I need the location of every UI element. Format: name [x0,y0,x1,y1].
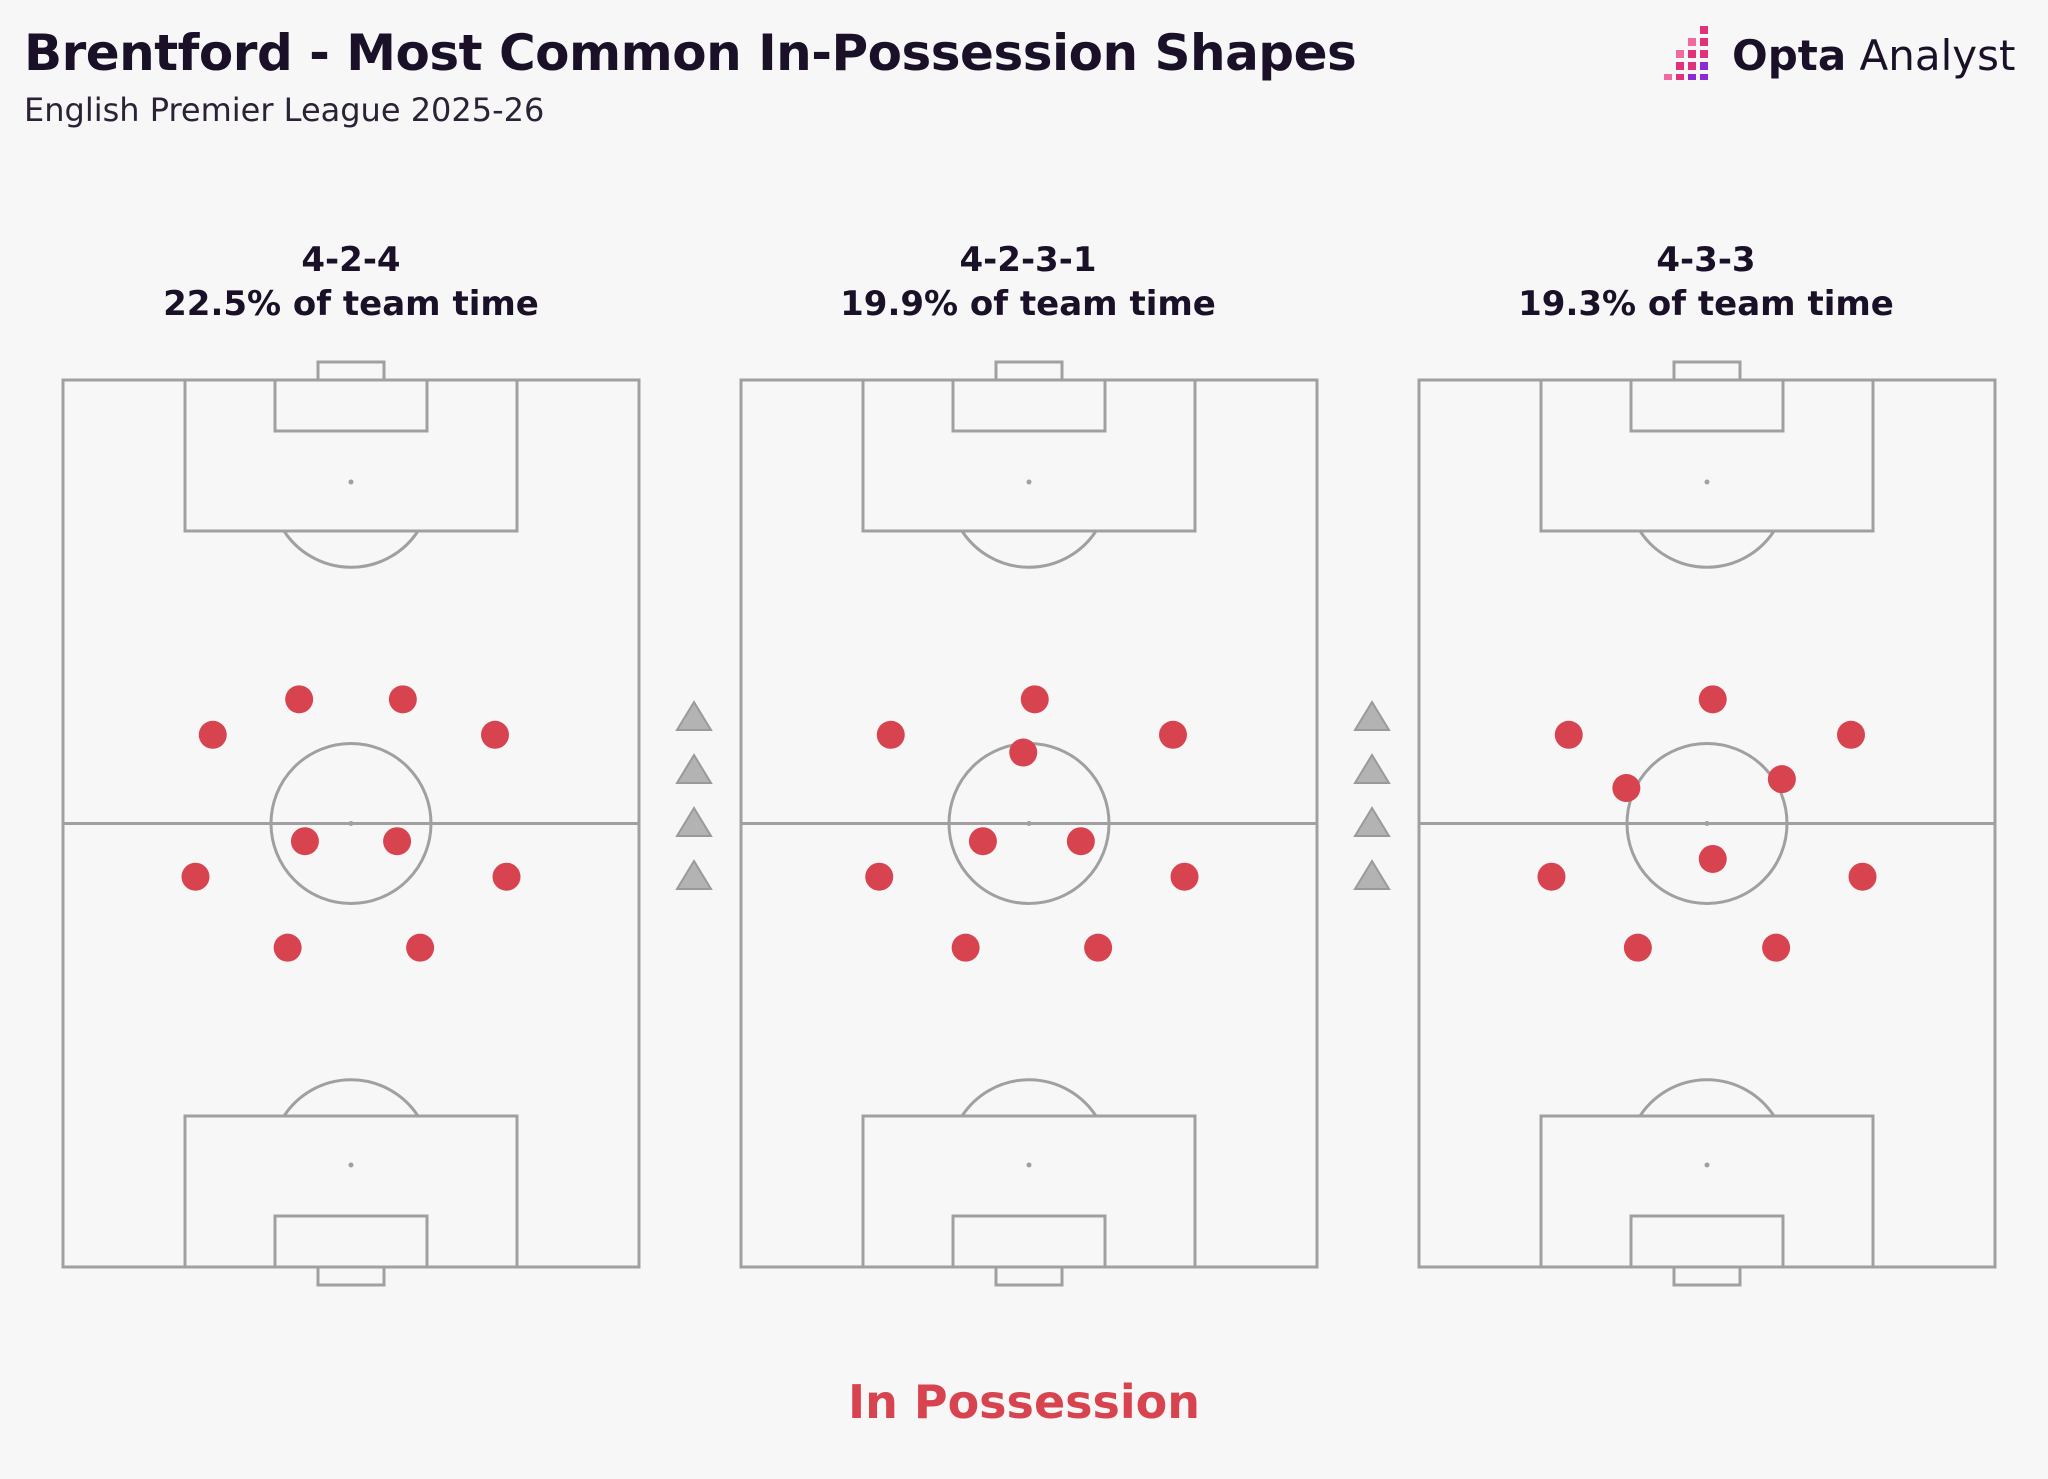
penalty-spot-top [348,479,354,485]
penalty-box-top [1539,378,1875,533]
player-dot [285,685,314,714]
player-dot [492,862,521,891]
time-share-label: 19.3% of team time [1518,284,1894,324]
penalty-arc-bottom [282,1078,420,1117]
opta-analyst-logo: Opta Analyst [1660,24,2016,88]
goal-top [1672,360,1742,382]
goal-top [316,360,386,382]
goal-bottom [1672,1265,1742,1287]
logo-wordmark: Opta Analyst [1732,30,2016,82]
player-dot [1159,720,1187,749]
penalty-box-top [861,378,1197,533]
arrow-up-icon [675,753,713,784]
player-dot [1537,862,1566,891]
player-dot [876,720,905,749]
goal-area-bottom [273,1214,429,1269]
player-dot [1009,738,1038,767]
logo-brand-bold: Opta [1732,31,1847,80]
formation-label: 4-2-4 [301,240,401,280]
arrow-up-icon [1353,700,1391,731]
player-dot [383,827,412,856]
pitch-3 [1417,360,1997,1287]
shape-header-3: 4-3-3 19.3% of team time [1416,238,1996,326]
penalty-arc-top [282,530,420,569]
player-dot [1623,933,1652,962]
penalty-spot-bottom [1026,1162,1032,1168]
player-dot [481,720,509,749]
penalty-arc-bottom [1638,1078,1776,1117]
player-dot [1170,862,1199,891]
arrow-up-icon [1353,806,1391,837]
penalty-box-bottom [183,1114,519,1269]
penalty-spot-top [1026,479,1032,485]
player-dot [968,827,997,856]
penalty-spot-top [1704,479,1710,485]
penalty-box-bottom [1539,1114,1875,1269]
player-dot [1848,862,1877,891]
player-dot [1066,827,1095,856]
penalty-box-top [183,378,519,533]
player-dot [273,933,302,962]
player-dot [290,827,319,856]
player-dot [1762,933,1791,962]
goal-area-top [1629,378,1785,433]
player-dot [1837,720,1865,749]
page-title: Brentford - Most Common In-Possession Sh… [24,24,1357,82]
goal-bottom [994,1265,1064,1287]
centre-spot [1026,821,1032,826]
arrow-up-icon [1353,859,1391,890]
centre-spot [1704,821,1710,826]
time-share-label: 19.9% of team time [840,284,1216,324]
centre-spot [348,821,354,826]
shape-header-2: 4-2-3-1 19.9% of team time [738,238,1318,326]
arrow-up-icon [675,806,713,837]
centre-circle [1625,742,1789,905]
penalty-spot-bottom [1704,1162,1710,1168]
player-dot [1767,765,1796,794]
centre-circle [269,742,433,905]
player-dot [388,685,417,714]
penalty-spot-bottom [348,1162,354,1168]
penalty-arc-bottom [960,1078,1098,1117]
player-dot [1612,774,1641,803]
pitch-2 [739,360,1319,1287]
player-dot [951,933,980,962]
pitch-1 [61,360,641,1287]
goal-area-bottom [951,1214,1107,1269]
player-dot [1084,933,1113,962]
logo-brand-light: Analyst [1859,31,2016,80]
goal-bottom [316,1265,386,1287]
penalty-box-bottom [861,1114,1197,1269]
arrow-up-icon [1353,753,1391,784]
player-dot [1554,720,1583,749]
player-dot [198,720,227,749]
player-dot [1698,844,1727,873]
page-subtitle: English Premier League 2025-26 [24,91,545,129]
penalty-arc-top [1638,530,1776,569]
player-dot [1698,685,1727,714]
phase-label: In Possession [847,1375,1201,1429]
player-dot [1020,685,1049,714]
goal-area-bottom [1629,1214,1785,1269]
formation-label: 4-2-3-1 [959,240,1097,280]
formation-label: 4-3-3 [1656,240,1756,280]
shape-header-1: 4-2-4 22.5% of team time [61,238,641,326]
goal-area-top [273,378,429,433]
time-share-label: 22.5% of team time [163,284,539,324]
player-dot [865,862,894,891]
player-dot [406,933,435,962]
player-dot [181,862,210,891]
opta-bars-icon [1664,26,1708,80]
penalty-arc-top [960,530,1098,569]
goal-top [994,360,1064,382]
goal-area-top [951,378,1107,433]
arrow-up-icon [675,700,713,731]
arrow-up-icon [675,859,713,890]
